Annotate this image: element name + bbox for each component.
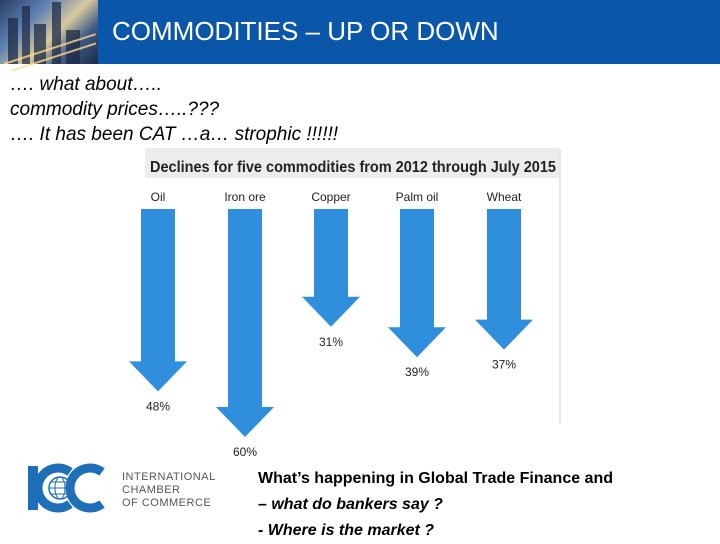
category-label: Wheat: [487, 190, 522, 204]
icc-logo: INTERNATIONAL CHAMBER OF COMMERCE: [28, 463, 216, 513]
decline-arrow: [388, 209, 446, 358]
value-label: 31%: [319, 335, 343, 349]
value-label: 60%: [233, 445, 257, 459]
logo-letter-c: [65, 463, 105, 513]
footer-line: – what do bankers say ?: [258, 496, 443, 513]
globe-icon: [48, 476, 72, 500]
decline-arrow: [129, 209, 187, 392]
intro-text: …. what about….. commodity prices…..??? …: [10, 72, 338, 147]
logo-letter-c: [33, 463, 73, 513]
footer-line: What’s happening in Global Trade Finance…: [258, 470, 613, 487]
category-label: Oil: [151, 190, 166, 204]
header-city-image: [0, 0, 98, 72]
value-label: 37%: [492, 358, 516, 372]
building-shape: [52, 2, 61, 64]
intro-line: …. what about…..: [10, 74, 163, 95]
category-label: Copper: [311, 190, 350, 204]
decline-arrow: [216, 209, 274, 437]
building-shape: [22, 6, 30, 64]
logo-letter-i: [28, 466, 38, 510]
intro-line: …. It has been CAT …a… strophic !!!!!!: [10, 124, 339, 145]
value-label: 39%: [405, 365, 429, 379]
decline-arrow: [302, 209, 360, 327]
intro-line: commodity prices…..???: [10, 99, 220, 120]
chart-title: Declines for five commodities from 2012 …: [150, 159, 556, 176]
page-title: COMMODITIES – UP OR DOWN: [112, 16, 499, 46]
footer-line: - Where is the market ?: [258, 522, 435, 539]
category-label: Iron ore: [224, 190, 266, 204]
footer-text: What’s happening in Global Trade Finance…: [258, 466, 613, 544]
value-label: 48%: [146, 399, 170, 413]
icc-logo-mark: [28, 463, 105, 513]
logo-text-line: INTERNATIONAL: [122, 471, 216, 483]
decline-arrow: [475, 209, 533, 350]
category-label: Palm oil: [396, 190, 439, 204]
building-shape: [8, 18, 18, 64]
header-bar: COMMODITIES – UP OR DOWN: [0, 0, 720, 72]
logo-text-line: OF COMMERCE: [122, 497, 211, 509]
logo-text-line: CHAMBER: [122, 484, 181, 496]
chart-title-bar: [145, 148, 560, 178]
